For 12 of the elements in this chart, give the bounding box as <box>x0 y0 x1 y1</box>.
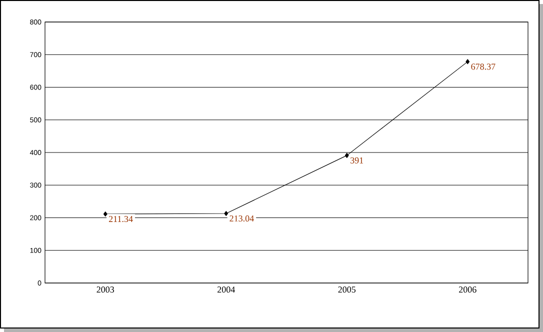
data-label: 211.34 <box>108 216 133 222</box>
point <box>466 59 470 64</box>
x-tick-label: 2006 <box>459 286 476 293</box>
x-tick-label: 2003 <box>96 286 114 293</box>
data-label: 213.04 <box>230 215 254 222</box>
point <box>103 212 108 217</box>
data-label: 391 <box>350 157 364 164</box>
x-tick-label: 2005 <box>338 286 356 293</box>
point <box>344 152 349 158</box>
point <box>224 210 228 216</box>
x-tick-label: 2004 <box>218 286 235 293</box>
data-label: 678.37 <box>471 64 496 70</box>
